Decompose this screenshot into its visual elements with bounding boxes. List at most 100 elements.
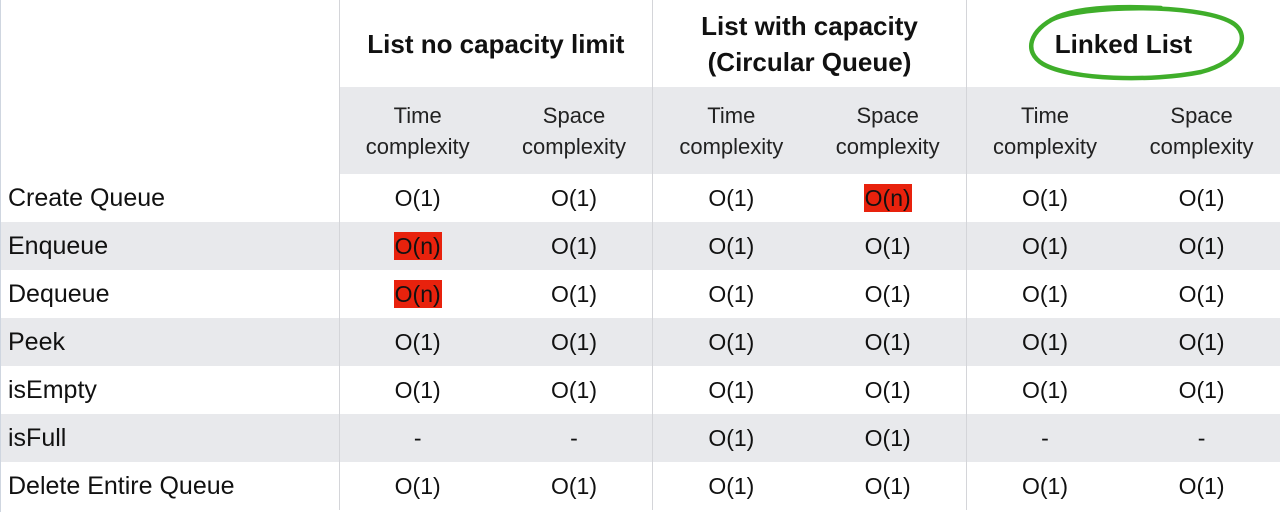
cell-text: O(1)	[1022, 232, 1068, 259]
subheader-space-2: Space complexity	[809, 87, 967, 174]
cell-value: O(1)	[338, 174, 496, 222]
cell-text: O(1)	[394, 328, 441, 355]
header-corner	[0, 0, 339, 174]
cell-text: -	[570, 424, 578, 451]
cell-text: O(1)	[551, 376, 597, 403]
cell-value: O(1)	[965, 318, 1124, 366]
subheader-text: complexity	[1149, 133, 1254, 159]
cell-value: -	[495, 414, 653, 462]
cell-value: O(1)	[1123, 270, 1280, 318]
operation-label: isEmpty	[8, 375, 97, 404]
cell-text: O(1)	[1178, 184, 1225, 211]
cell-value: O(1)	[965, 222, 1124, 270]
linked-list-circle: Linked List	[1028, 4, 1244, 80]
cell-value: O(1)	[1123, 174, 1280, 222]
cell-text: O(1)	[708, 184, 755, 211]
cell-value: O(1)	[338, 366, 496, 414]
cell-text: O(1)	[551, 472, 597, 499]
cell-text: O(1)	[708, 232, 755, 259]
cell-value: -	[338, 414, 496, 462]
cell-value: O(1)	[809, 414, 967, 462]
cell-value: O(1)	[495, 318, 653, 366]
cell-value: O(n)	[338, 270, 496, 318]
cell-text: O(1)	[1178, 472, 1225, 499]
cell-value: O(1)	[652, 462, 810, 510]
cell-value: O(n)	[338, 222, 496, 270]
cell-text: O(1)	[394, 376, 441, 403]
cell-text: O(1)	[394, 472, 441, 499]
cell-value: O(1)	[1123, 318, 1280, 366]
subheader-text: complexity	[365, 133, 470, 159]
subheader-text: complexity	[522, 133, 626, 159]
cell-value: O(1)	[1123, 222, 1280, 270]
table-row: Enqueue O(n) O(1) O(1) O(1) O(1) O(1)	[0, 222, 1280, 270]
subheader-text: Time	[393, 102, 442, 128]
header-list-with-capacity-line2: (Circular Queue)	[707, 46, 912, 77]
cell-text: O(1)	[1022, 328, 1068, 355]
cell-value: O(1)	[652, 414, 810, 462]
cell-value: O(1)	[496, 366, 653, 414]
header-list-no-capacity: List no capacity limit	[338, 0, 653, 87]
subheader-text: Time	[707, 102, 756, 128]
cell-text: O(1)	[864, 424, 911, 451]
cell-text: O(1)	[394, 184, 441, 211]
cell-value: O(1)	[495, 222, 653, 270]
cell-text: O(1)	[708, 424, 755, 451]
cell-value: O(1)	[965, 174, 1124, 222]
cell-text: O(1)	[1178, 280, 1225, 307]
cell-text: O(1)	[551, 280, 597, 307]
subheader-text: complexity	[993, 133, 1097, 159]
cell-text: O(1)	[708, 472, 755, 499]
cell-text: -	[413, 424, 422, 451]
operation-label: Dequeue	[8, 279, 110, 308]
subheader-time-2: Time complexity	[652, 87, 810, 174]
header-list-with-capacity: List with capacity (Circular Queue)	[652, 0, 967, 87]
cell-value: O(1)	[652, 174, 810, 222]
cell-value: O(1)	[652, 222, 810, 270]
cell-value: O(n)	[810, 174, 967, 222]
cell-value: O(1)	[810, 270, 967, 318]
header-list-with-capacity-line1: List with capacity	[701, 10, 918, 41]
subheader-space-3: Space complexity	[1123, 87, 1280, 174]
cell-text: O(1)	[1178, 328, 1225, 355]
table-row: isFull - - O(1) O(1) - -	[0, 414, 1280, 462]
subheader-text: complexity	[835, 133, 940, 159]
cell-text: O(1)	[864, 232, 911, 259]
cell-text: O(1)	[1178, 376, 1225, 403]
cell-text: O(1)	[864, 376, 911, 403]
cell-value: O(1)	[809, 318, 967, 366]
operation-label: isFull	[0, 414, 339, 462]
cell-value: O(1)	[809, 222, 967, 270]
cell-value: -	[1123, 414, 1280, 462]
cell-text: O(1)	[551, 184, 597, 211]
subheader-time-1: Time complexity	[338, 87, 496, 174]
cell-text: O(1)	[1022, 280, 1068, 307]
subheader-time-3: Time complexity	[965, 87, 1124, 174]
header-linked-list-label: Linked List	[1054, 28, 1193, 59]
cell-text: -	[1041, 424, 1049, 451]
cell-text-highlighted: O(n)	[393, 279, 442, 308]
cell-value: O(1)	[338, 462, 496, 510]
table-row: Delete Entire Queue O(1) O(1) O(1) O(1) …	[0, 462, 1280, 510]
cell-text: -	[1197, 424, 1206, 451]
operation-label: Delete Entire Queue	[8, 471, 235, 500]
cell-value: O(1)	[652, 366, 810, 414]
cell-text: O(1)	[864, 472, 911, 499]
table-row: isEmpty O(1) O(1) O(1) O(1) O(1) O(1)	[0, 366, 1280, 414]
cell-value: O(1)	[810, 462, 967, 510]
cell-text-highlighted: O(n)	[863, 183, 912, 212]
cell-text: O(1)	[864, 328, 911, 355]
cell-value: O(1)	[496, 270, 653, 318]
subheader-text: Time	[1020, 102, 1070, 128]
cell-text: O(1)	[551, 232, 597, 259]
header-linked-list: Linked List	[965, 0, 1280, 87]
cell-text: O(1)	[708, 328, 755, 355]
cell-text: O(1)	[1178, 232, 1225, 259]
operation-label: Create Queue	[8, 183, 166, 212]
cell-value: O(1)	[652, 318, 810, 366]
cell-text-highlighted: O(n)	[393, 231, 442, 260]
table-row: Dequeue O(n) O(1) O(1) O(1) O(1) O(1)	[0, 270, 1280, 318]
cell-text: O(1)	[864, 280, 911, 307]
cell-text: O(1)	[1022, 376, 1068, 403]
